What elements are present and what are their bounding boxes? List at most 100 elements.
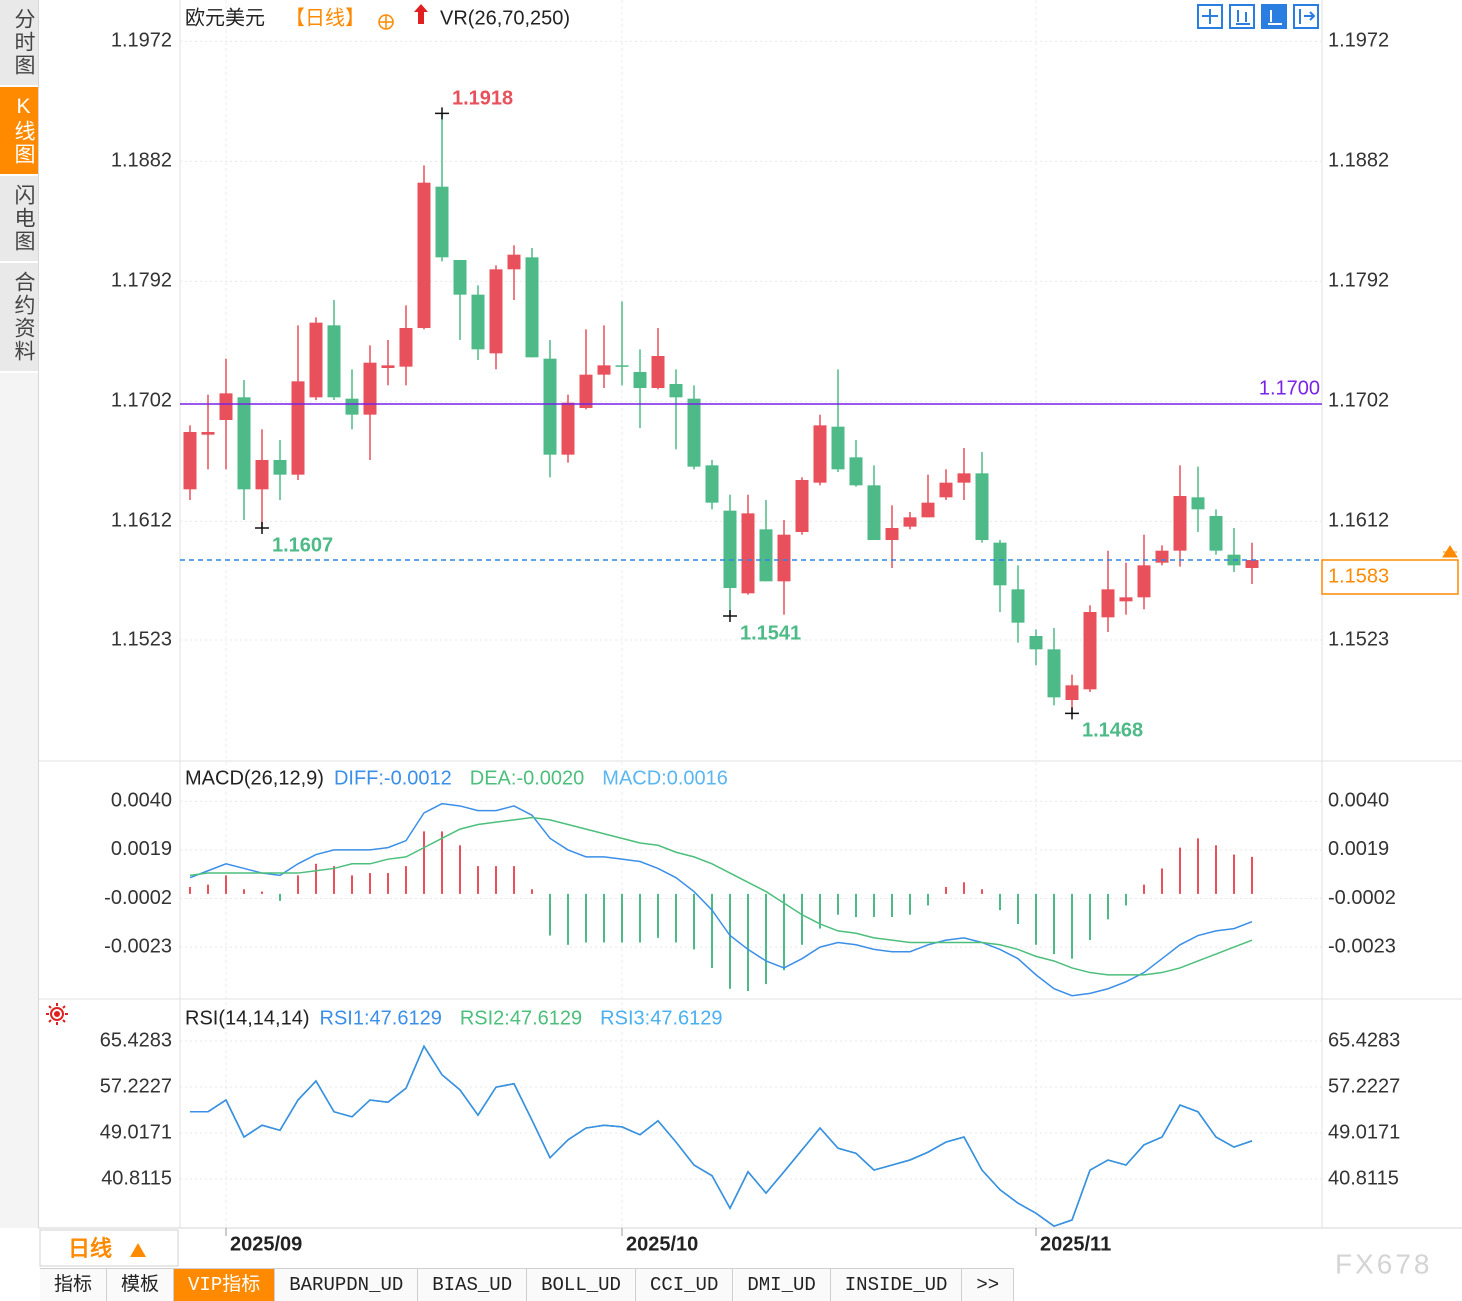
candle-body <box>219 393 233 420</box>
y2-tick-label: 1.1523 <box>1328 628 1389 650</box>
candle-body <box>759 529 773 582</box>
candle-body <box>489 269 503 354</box>
panel-title: RSI(14,14,14) <box>185 1007 310 1029</box>
indicator-tabs: 指标 模板 VIP指标 BARUPDN_UD BIAS_UD BOLL_UD CCI_UD D… <box>40 1268 1015 1301</box>
indicator-line <box>189 816 1253 976</box>
y-tick-label: 1.1882 <box>111 150 172 172</box>
candle-body <box>255 460 269 490</box>
sidebar-tab[interactable]: 合约资料 <box>0 263 38 373</box>
indicator-line <box>190 1044 1253 1227</box>
y2-tick-label: 65.4283 <box>1328 1029 1400 1051</box>
candle-body <box>903 517 917 527</box>
candle-body <box>327 325 341 398</box>
candle-body <box>309 322 323 398</box>
period-switch-arrow[interactable] <box>130 1243 146 1257</box>
candle-body <box>975 473 989 540</box>
y2-tick-label: 0.0040 <box>1328 790 1389 812</box>
candle-body <box>381 365 395 368</box>
y2-tick-label: 0.0019 <box>1328 838 1389 860</box>
candle-body <box>1245 560 1259 568</box>
indicator-line <box>189 802 1253 997</box>
candle-body <box>651 356 665 388</box>
candle-body <box>183 432 197 490</box>
candle-body <box>1011 589 1025 623</box>
low-label: 1.1607 <box>272 534 333 556</box>
candle-body <box>273 460 287 475</box>
candle-body <box>1191 497 1205 510</box>
candle-body <box>957 473 971 483</box>
panel-title: MACD(26,12,9) <box>185 767 324 789</box>
indicator-label: VR(26,70,250) <box>440 7 570 29</box>
y2-tick-label: 1.1702 <box>1328 390 1389 412</box>
y2-tick-label: 40.8115 <box>1328 1167 1399 1189</box>
candle-body <box>525 257 539 358</box>
legend-entry: RSI2:47.6129 <box>460 1007 582 1029</box>
y-tick-label: 0.0019 <box>111 838 172 860</box>
indicator-tab[interactable]: BOLL_UD <box>527 1269 636 1301</box>
x-tick-label: 2025/09 <box>230 1233 302 1255</box>
candle-body <box>435 186 449 258</box>
low-label: 1.1541 <box>740 622 801 644</box>
level-label: 1.1700 <box>1259 377 1320 399</box>
candle-body <box>597 365 611 375</box>
y2-tick-label: 57.2227 <box>1328 1075 1400 1097</box>
legend-entry: RSI3:47.6129 <box>600 1007 722 1029</box>
legend-entry: DIFF:-0.0012 <box>334 767 452 789</box>
indicator-tab[interactable]: >> <box>962 1269 1015 1301</box>
indicator-tab[interactable]: 指标 <box>40 1269 108 1301</box>
indicator-tab[interactable]: CCI_UD <box>635 1269 734 1301</box>
candle-body <box>1155 550 1169 563</box>
y-tick-label: 1.1972 <box>111 30 172 52</box>
candle-body <box>543 358 557 455</box>
y2-tick-label: 1.1972 <box>1328 30 1389 52</box>
indicator-arrow <box>414 4 428 24</box>
sidebar-tab[interactable]: 闪电图 <box>0 176 38 263</box>
settings-icon[interactable] <box>46 1003 68 1025</box>
candle-body <box>507 254 521 270</box>
candle-body <box>453 260 467 295</box>
candle-body <box>849 457 863 486</box>
candle-body <box>831 426 845 470</box>
y-tick-label: 65.4283 <box>100 1029 172 1051</box>
candle-body <box>1119 597 1133 602</box>
y-tick-label: -0.0002 <box>104 887 172 909</box>
candle-body <box>1137 565 1151 598</box>
low-label: 1.1468 <box>1082 720 1143 742</box>
period-switch[interactable] <box>39 1229 179 1267</box>
legend-entry: MACD:0.0016 <box>602 767 728 789</box>
candle-body <box>561 402 575 455</box>
extreme-marker <box>723 610 737 622</box>
y2-tick-label: 1.1882 <box>1328 150 1389 172</box>
candle-body <box>417 182 431 328</box>
y-tick-label: 1.1612 <box>111 510 172 532</box>
candle-body <box>939 482 953 498</box>
period-switch-label[interactable]: 日线 <box>68 1236 112 1261</box>
indicator-tab[interactable]: 模板 <box>107 1269 175 1301</box>
indicator-tab[interactable]: VIP指标 <box>174 1269 276 1301</box>
candle-body <box>399 328 413 367</box>
candle-body <box>687 398 701 467</box>
extreme-marker <box>1065 707 1079 720</box>
candle-body <box>723 510 737 588</box>
y-tick-label: 40.8115 <box>101 1167 172 1189</box>
indicator-tab[interactable]: DMI_UD <box>733 1269 831 1301</box>
legend-entry: RSI1:47.6129 <box>320 1007 442 1029</box>
high-label: 1.1918 <box>452 88 513 110</box>
indicator-tab[interactable]: INSIDE_UD <box>830 1269 963 1301</box>
candle-body <box>669 384 683 398</box>
candle-body <box>1209 516 1223 551</box>
y2-tick-label: 1.1792 <box>1328 270 1389 292</box>
y-tick-label: -0.0023 <box>104 935 172 957</box>
candle-body <box>1101 589 1115 618</box>
indicator-tab[interactable]: BIAS_UD <box>418 1269 528 1301</box>
price-alert-icon[interactable] <box>1442 545 1458 558</box>
candle-body <box>921 502 935 518</box>
sidebar-tab[interactable]: K线图 <box>0 87 38 176</box>
candle-body <box>615 365 629 367</box>
sidebar-tab[interactable]: 分时图 <box>0 0 38 87</box>
indicator-tab[interactable]: BARUPDN_UD <box>275 1269 419 1301</box>
toolbar[interactable] <box>1197 4 1319 29</box>
legend-entry: DEA:-0.0020 <box>470 767 585 789</box>
candle-body <box>813 425 827 483</box>
